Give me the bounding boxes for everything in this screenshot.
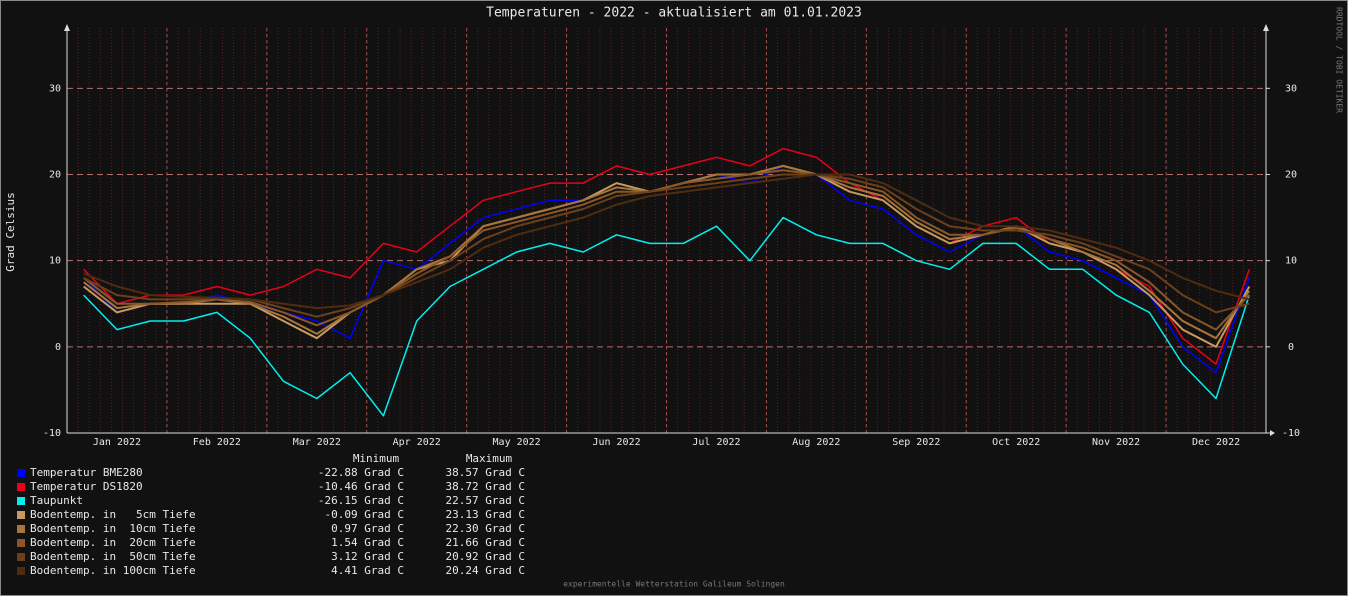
- x-tick-label: Mar 2022: [293, 437, 341, 448]
- legend-swatch: [17, 553, 25, 561]
- y-tick-label: 20: [49, 169, 61, 180]
- axes: [64, 24, 1275, 436]
- stats-header: Minimum: [353, 452, 400, 465]
- footer: experimentelle Wetterstation Galileum So…: [563, 580, 785, 589]
- y2-tick-label: 0: [1288, 342, 1294, 353]
- legend-label: Bodentemp. in 5cm Tiefe: [30, 508, 196, 521]
- legend-swatch: [17, 539, 25, 547]
- legend-min: -10.46 Grad C: [318, 480, 404, 493]
- x-tick-label: Nov 2022: [1092, 437, 1140, 448]
- legend-label: Temperatur BME280: [30, 466, 143, 479]
- chart-title: Temperaturen - 2022 - aktualisiert am 01…: [486, 6, 862, 21]
- y-tick-label: 0: [55, 342, 61, 353]
- y-tick-label: 10: [49, 256, 61, 267]
- legend-label: Taupunkt: [30, 494, 83, 507]
- legend-label: Bodentemp. in 10cm Tiefe: [30, 522, 196, 535]
- x-tick-label: May 2022: [493, 437, 541, 448]
- legend-label: Bodentemp. in 50cm Tiefe: [30, 550, 196, 563]
- y-axis-label: Grad Celsius: [4, 192, 17, 271]
- series-line: [83, 216, 1251, 417]
- legend-max: 38.72 Grad C: [446, 480, 525, 493]
- legend-swatch: [17, 511, 25, 519]
- legend-swatch: [17, 567, 25, 575]
- series-line: [83, 173, 1250, 318]
- y2-tick-label: 20: [1285, 169, 1297, 180]
- legend-min: 1.54 Grad C: [331, 536, 404, 549]
- legend-swatch: [17, 469, 25, 477]
- x-tick-label: Jul 2022: [692, 437, 740, 448]
- legend-max: 22.57 Grad C: [446, 494, 525, 507]
- legend-swatch: [17, 525, 25, 533]
- legend-min: 4.41 Grad C: [331, 564, 404, 577]
- legend-max: 21.66 Grad C: [446, 536, 525, 549]
- legend-label: Bodentemp. in 20cm Tiefe: [30, 536, 196, 549]
- legend-min: 0.97 Grad C: [331, 522, 404, 535]
- stats-header: Maximum: [466, 452, 513, 465]
- x-tick-label: Oct 2022: [992, 437, 1040, 448]
- legend-max: 20.24 Grad C: [446, 564, 525, 577]
- legend-max: 20.92 Grad C: [446, 550, 525, 563]
- legend: Minimum Maximum Temperatur BME280 -22.88 …: [17, 452, 525, 577]
- y-tick-label: -10: [43, 428, 61, 439]
- x-tick-label: Sep 2022: [892, 437, 940, 448]
- watermark: RRDTOOL / TOBI OETIKER: [1335, 7, 1344, 113]
- x-arrow: [1270, 430, 1275, 436]
- x-tick-label: Apr 2022: [393, 437, 441, 448]
- y-tick-label: 30: [49, 83, 61, 94]
- legend-min: -26.15 Grad C: [318, 494, 404, 507]
- y2-arrow: [1263, 24, 1269, 31]
- series-line: [83, 173, 1250, 310]
- x-tick-label: Jun 2022: [592, 437, 640, 448]
- legend-swatch: [17, 497, 25, 505]
- x-tick-label: Feb 2022: [193, 437, 241, 448]
- legend-max: 22.30 Grad C: [446, 522, 525, 535]
- grid: -10 0 10 20 30 -10 0 10 20 30 Jan 2022 Feb 2022 Mar …: [43, 28, 1300, 448]
- legend-max: 23.13 Grad C: [446, 508, 525, 521]
- x-tick-label: Dec 2022: [1192, 437, 1240, 448]
- series-line: [83, 169, 1251, 331]
- y2-tick-label: -10: [1282, 428, 1300, 439]
- legend-label: Temperatur DS1820: [30, 480, 143, 493]
- y2-tick-label: 10: [1285, 256, 1297, 267]
- y2-tick-label: 30: [1285, 83, 1297, 94]
- legend-label: Bodentemp. in 100cm Tiefe: [30, 564, 196, 577]
- legend-min: 3.12 Grad C: [331, 550, 404, 563]
- legend-swatch: [17, 483, 25, 491]
- x-tick-label: Aug 2022: [792, 437, 840, 448]
- legend-max: 38.57 Grad C: [446, 466, 525, 479]
- plot: [83, 147, 1251, 417]
- y-arrow: [64, 24, 70, 31]
- legend-min: -22.88 Grad C: [318, 466, 404, 479]
- x-tick-label: Jan 2022: [93, 437, 141, 448]
- legend-min: -0.09 Grad C: [325, 508, 404, 521]
